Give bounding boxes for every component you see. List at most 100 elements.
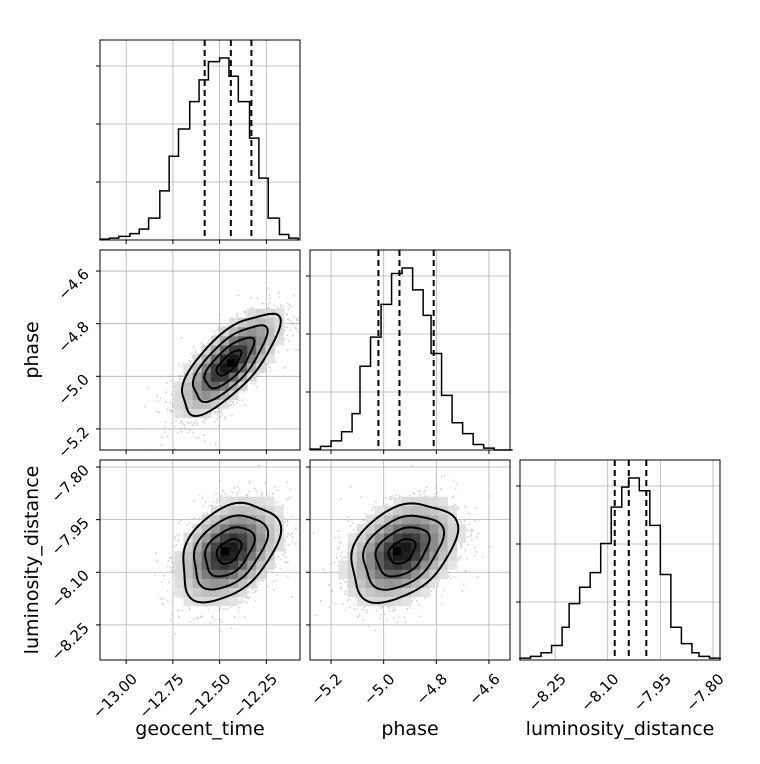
density-cell (274, 308, 284, 319)
y-tick-label: −4.8 (54, 318, 92, 356)
density-cell (192, 372, 203, 382)
density-cell (210, 335, 221, 346)
density-cell (183, 560, 194, 570)
density-cell (347, 533, 358, 543)
density-cell (256, 514, 266, 525)
contour-line (374, 526, 431, 578)
density-cell (420, 523, 430, 534)
density-cell (228, 326, 239, 337)
histogram-phase (309, 267, 513, 451)
density-cell (393, 596, 403, 607)
density-cell (356, 578, 367, 588)
x-tick-label: −5.0 (360, 670, 398, 708)
density-cell (411, 496, 421, 507)
density-cell (374, 533, 385, 543)
density-cell (219, 551, 230, 561)
density-cell (201, 533, 212, 543)
density-cell (238, 344, 248, 355)
density-cell (356, 533, 367, 543)
density-cell (174, 390, 184, 400)
density-cell (383, 587, 394, 598)
density-cell (192, 533, 203, 543)
diag-panel-luminosity_distance (516, 459, 721, 661)
density-cell (183, 578, 194, 588)
density-cell (238, 354, 248, 364)
density-cell (256, 505, 266, 516)
x-tick-label: −7.95 (630, 670, 675, 715)
density-cell (256, 523, 266, 534)
density-cell (274, 335, 284, 346)
contour-line (203, 336, 256, 390)
density-cell (411, 551, 421, 561)
density-cell (274, 523, 284, 534)
density-cell (238, 514, 248, 525)
density-cell (210, 363, 221, 373)
density-cell (447, 560, 458, 570)
density-cell (201, 523, 212, 534)
density-cell (183, 569, 194, 579)
density-cell (393, 569, 403, 579)
density-cell (228, 533, 239, 543)
diag-panel-phase (306, 249, 513, 454)
density-cell (265, 523, 275, 534)
panel-frame (99, 249, 301, 451)
density-cell (238, 587, 248, 598)
joint-panel-geocent_time-phase (96, 249, 301, 454)
density-cell (201, 399, 212, 410)
density-cell (219, 381, 230, 391)
density-cell (383, 523, 394, 534)
density-peak (392, 547, 401, 556)
contour-line (215, 538, 243, 565)
density-cell (420, 542, 430, 552)
density-cell (420, 496, 430, 507)
density-cell (265, 505, 275, 516)
density-cell (210, 381, 221, 391)
density-cell (429, 560, 439, 570)
density-cell (402, 560, 412, 570)
density-cell (274, 317, 284, 328)
density-cell (420, 587, 430, 598)
y-tick-label: −7.80 (48, 461, 93, 506)
x-axis-label-phase: phase (381, 718, 438, 740)
density-cell (447, 514, 458, 525)
density-cell (383, 514, 394, 525)
density-cell (402, 533, 412, 543)
density-cell (411, 533, 421, 543)
density-cell (219, 496, 230, 507)
y-tick-label: −4.6 (54, 265, 92, 303)
joint-panel-geocent_time-luminosity_distance (96, 459, 301, 664)
density-cell (447, 551, 458, 561)
density-cell (274, 505, 284, 516)
density-cell (365, 569, 376, 579)
density-cell (274, 542, 284, 552)
x-tick-label: −12.50 (182, 670, 234, 722)
density-cell (210, 523, 221, 534)
density-cell (374, 505, 385, 516)
density-cell (402, 542, 412, 552)
density-cell (228, 335, 239, 346)
density-cell (183, 363, 194, 373)
density-cell (411, 587, 421, 598)
y-axis-label-luminosity_distance: luminosity_distance (21, 466, 43, 655)
density-cell (374, 587, 385, 598)
density-cell (365, 560, 376, 570)
density-cell (247, 533, 257, 543)
density-cell (210, 372, 221, 382)
x-tick-label: −7.80 (683, 670, 728, 715)
density-cell (183, 381, 194, 391)
density-cell (228, 523, 239, 534)
density-cell (393, 578, 403, 588)
density-cell (174, 587, 184, 598)
density-cell (411, 578, 421, 588)
density-cell (192, 381, 203, 391)
density-cell (192, 578, 203, 588)
y-axis-label-phase: phase (21, 321, 43, 378)
panel-frame (519, 459, 721, 661)
density-cell (456, 533, 467, 543)
density-cell (228, 354, 239, 364)
density-cell (429, 542, 439, 552)
diag-panel-geocent_time (96, 39, 301, 244)
density-cell (383, 542, 394, 552)
panel-frame (309, 249, 511, 451)
